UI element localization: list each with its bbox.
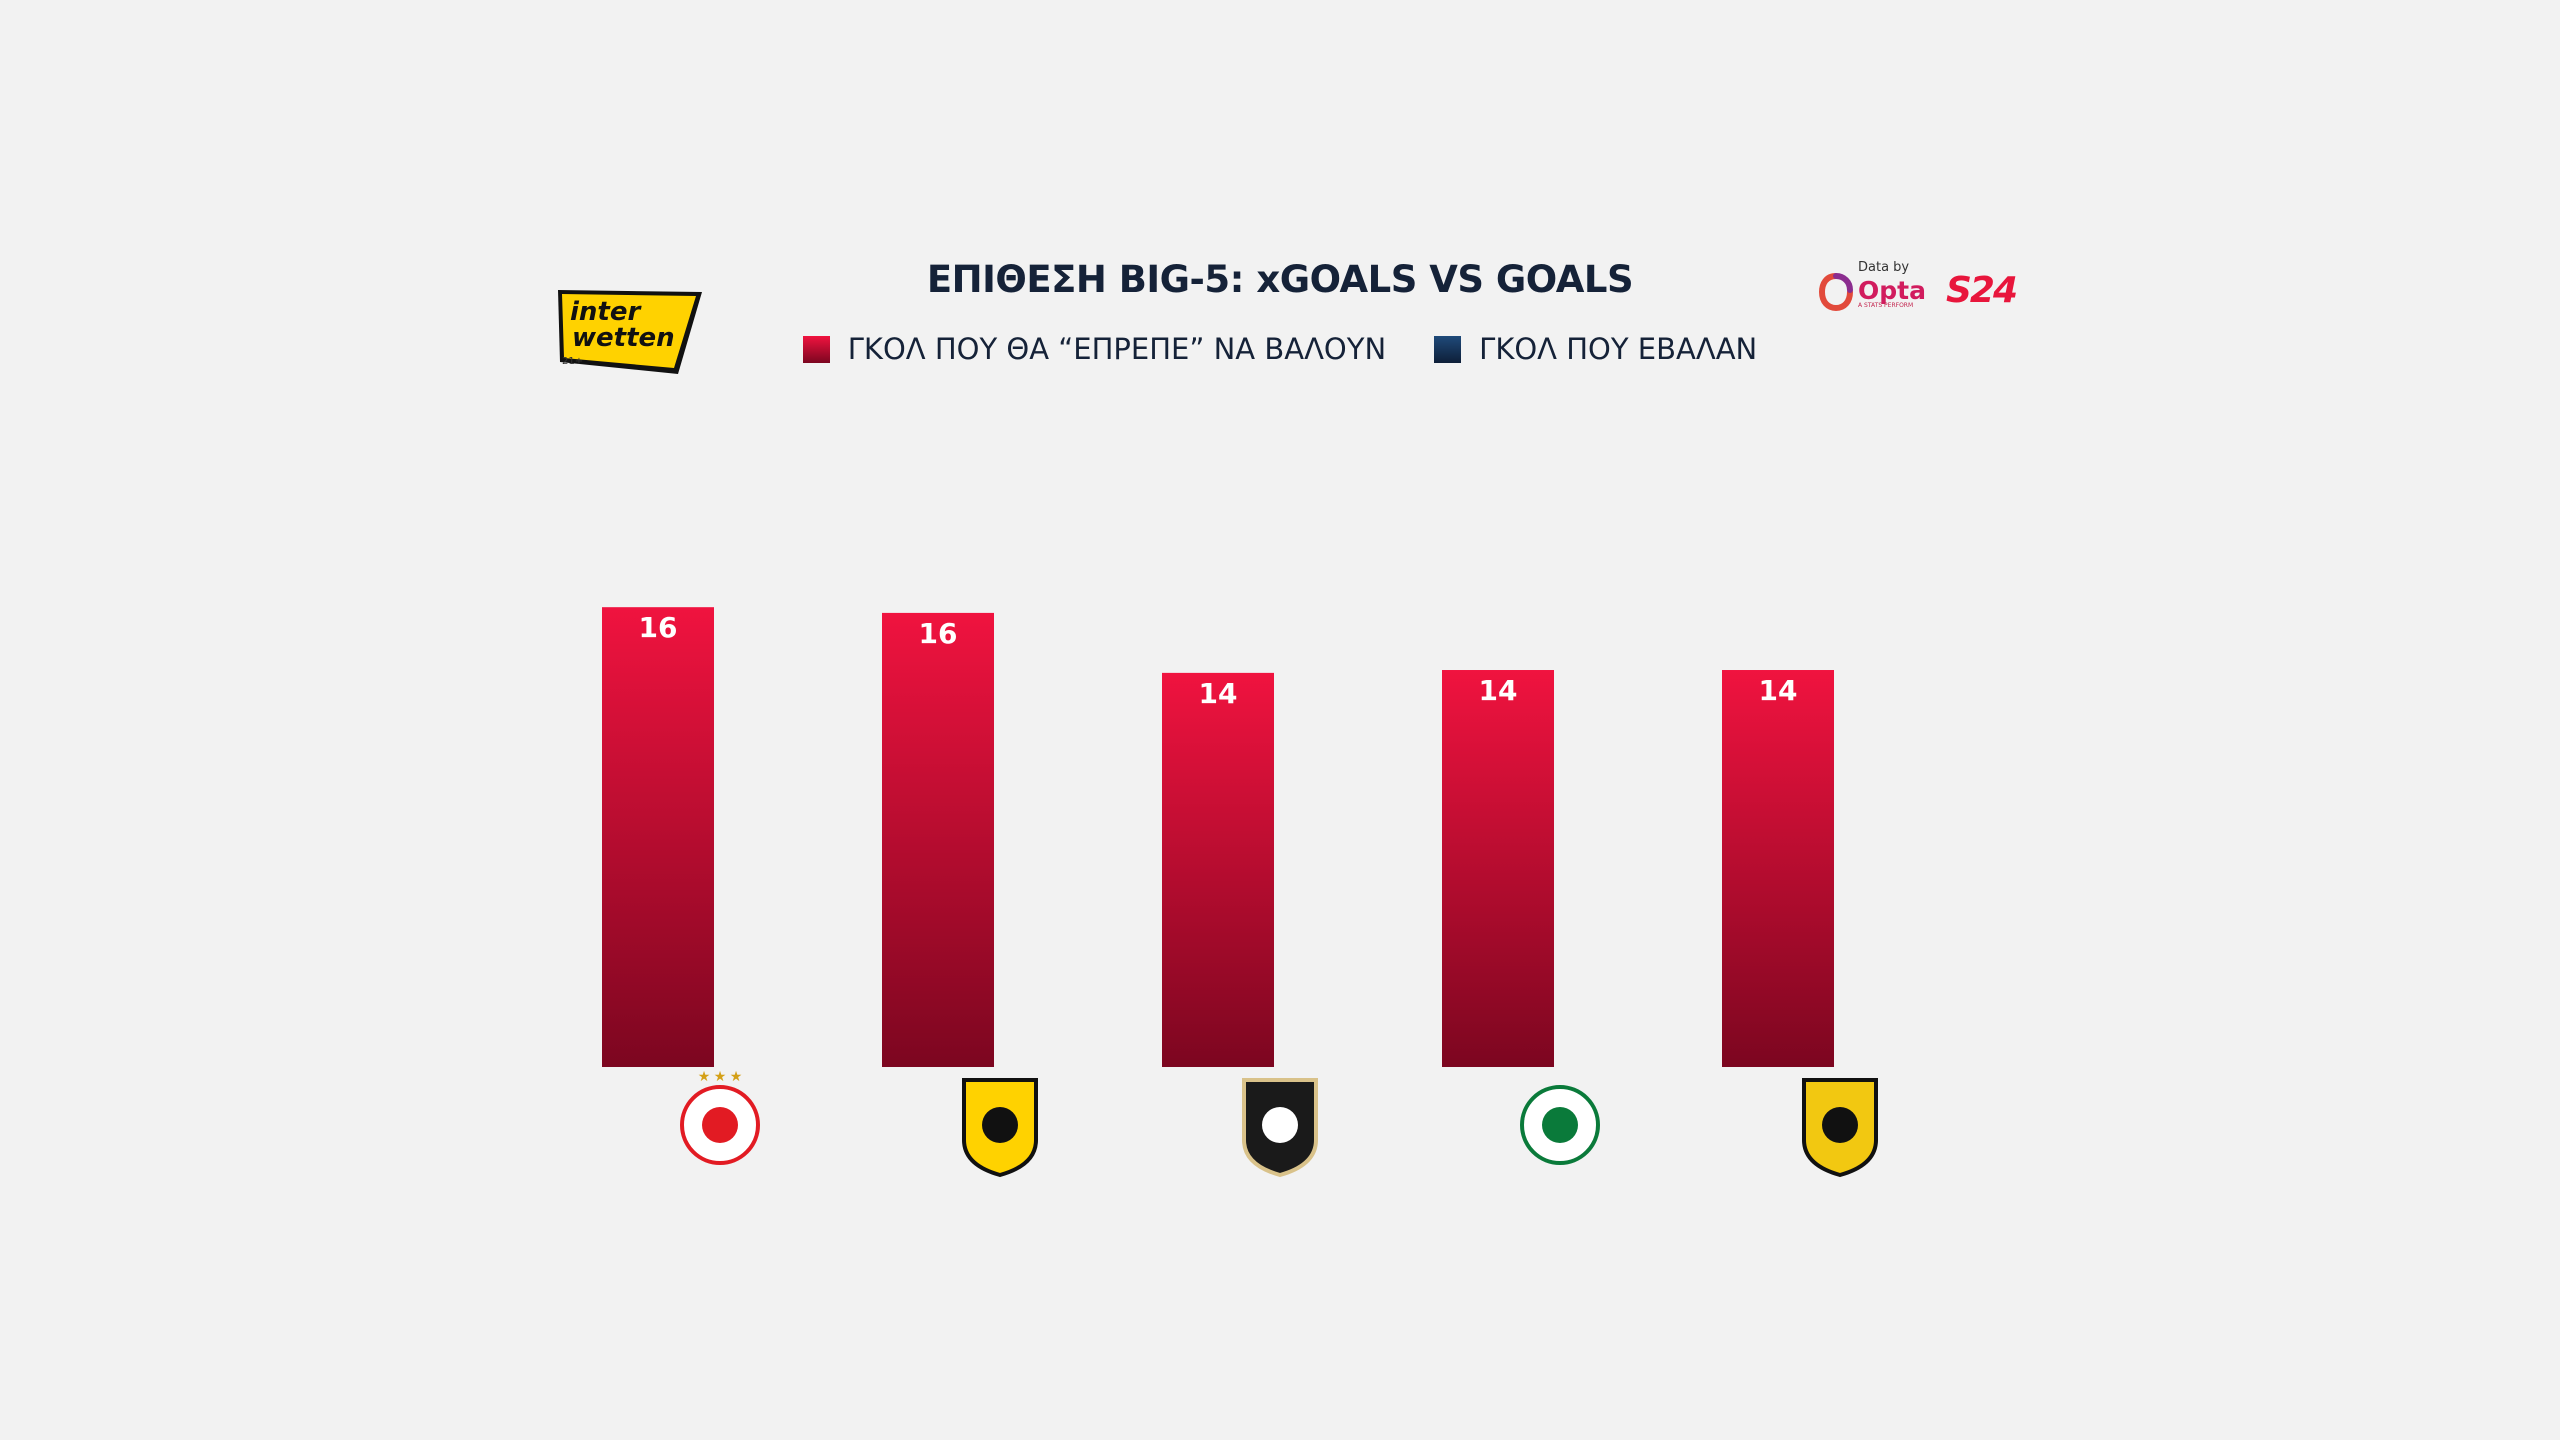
sponsor-age-badge: 21+ [562, 356, 584, 367]
olympiacos-crest-icon: ★ ★ ★ [680, 1069, 760, 1165]
sponsor-line2: wetten [572, 323, 675, 353]
sponsor-line1: inter [570, 297, 642, 327]
chart-legend: ΓΚΟΛ ΠΟΥ ΘΑ “ΕΠΡΕΠΕ” ΝΑ ΒΑΛΟΥΝ ΓΚΟΛ ΠΟΥ … [0, 332, 2560, 366]
s24-logo: S24 [1946, 270, 2018, 311]
opta-wordmark: Opta [1858, 276, 1926, 305]
svg-text:★: ★ [730, 1069, 743, 1085]
panathinaikos-crest-icon [1520, 1085, 1600, 1165]
bar-1 [602, 607, 714, 1067]
aris-crest-icon [1802, 1078, 1878, 1178]
bar-value-label-5: 14 [1759, 674, 1798, 707]
opta-subtitle: A STATS PERFORM [1858, 302, 1914, 309]
bar-5 [1722, 670, 1834, 1067]
bar-value-label-2: 16 [919, 617, 958, 650]
legend-label-goals: ΓΚΟΛ ΠΟΥ ΕΒΑΛΑΝ [1479, 332, 1758, 366]
bar-2 [882, 612, 994, 1067]
data-by-label: Data by [1858, 260, 1910, 275]
bar-value-label-3: 14 [1199, 677, 1238, 710]
bar-value-label-4: 14 [1479, 674, 1518, 707]
legend-swatch-goals [1434, 335, 1462, 363]
legend-item-goals: ΓΚΟΛ ΠΟΥ ΕΒΑΛΑΝ [1434, 332, 1757, 366]
paok-crest-icon [1242, 1078, 1318, 1178]
legend-swatch-xgoals [802, 335, 830, 363]
legend-item-xgoals: ΓΚΟΛ ΠΟΥ ΘΑ “ΕΠΡΕΠΕ” ΝΑ ΒΑΛΟΥΝ [802, 332, 1387, 366]
aek-crest-icon [962, 1078, 1038, 1178]
legend-label-xgoals: ΓΚΟΛ ΠΟΥ ΘΑ “ΕΠΡΕΠΕ” ΝΑ ΒΑΛΟΥΝ [847, 332, 1387, 366]
bar-4 [1442, 670, 1554, 1067]
opta-icon [1818, 273, 1853, 312]
bar-3 [1162, 672, 1274, 1067]
interwetten-logo: inter wetten [558, 290, 702, 374]
chart-title: ΕΠΙΘΕΣΗ BIG-5: xGOALS VS GOALS [926, 258, 1634, 301]
svg-text:★: ★ [698, 1069, 711, 1085]
svg-text:★: ★ [714, 1069, 727, 1085]
bar-value-label-1: 16 [639, 611, 678, 644]
